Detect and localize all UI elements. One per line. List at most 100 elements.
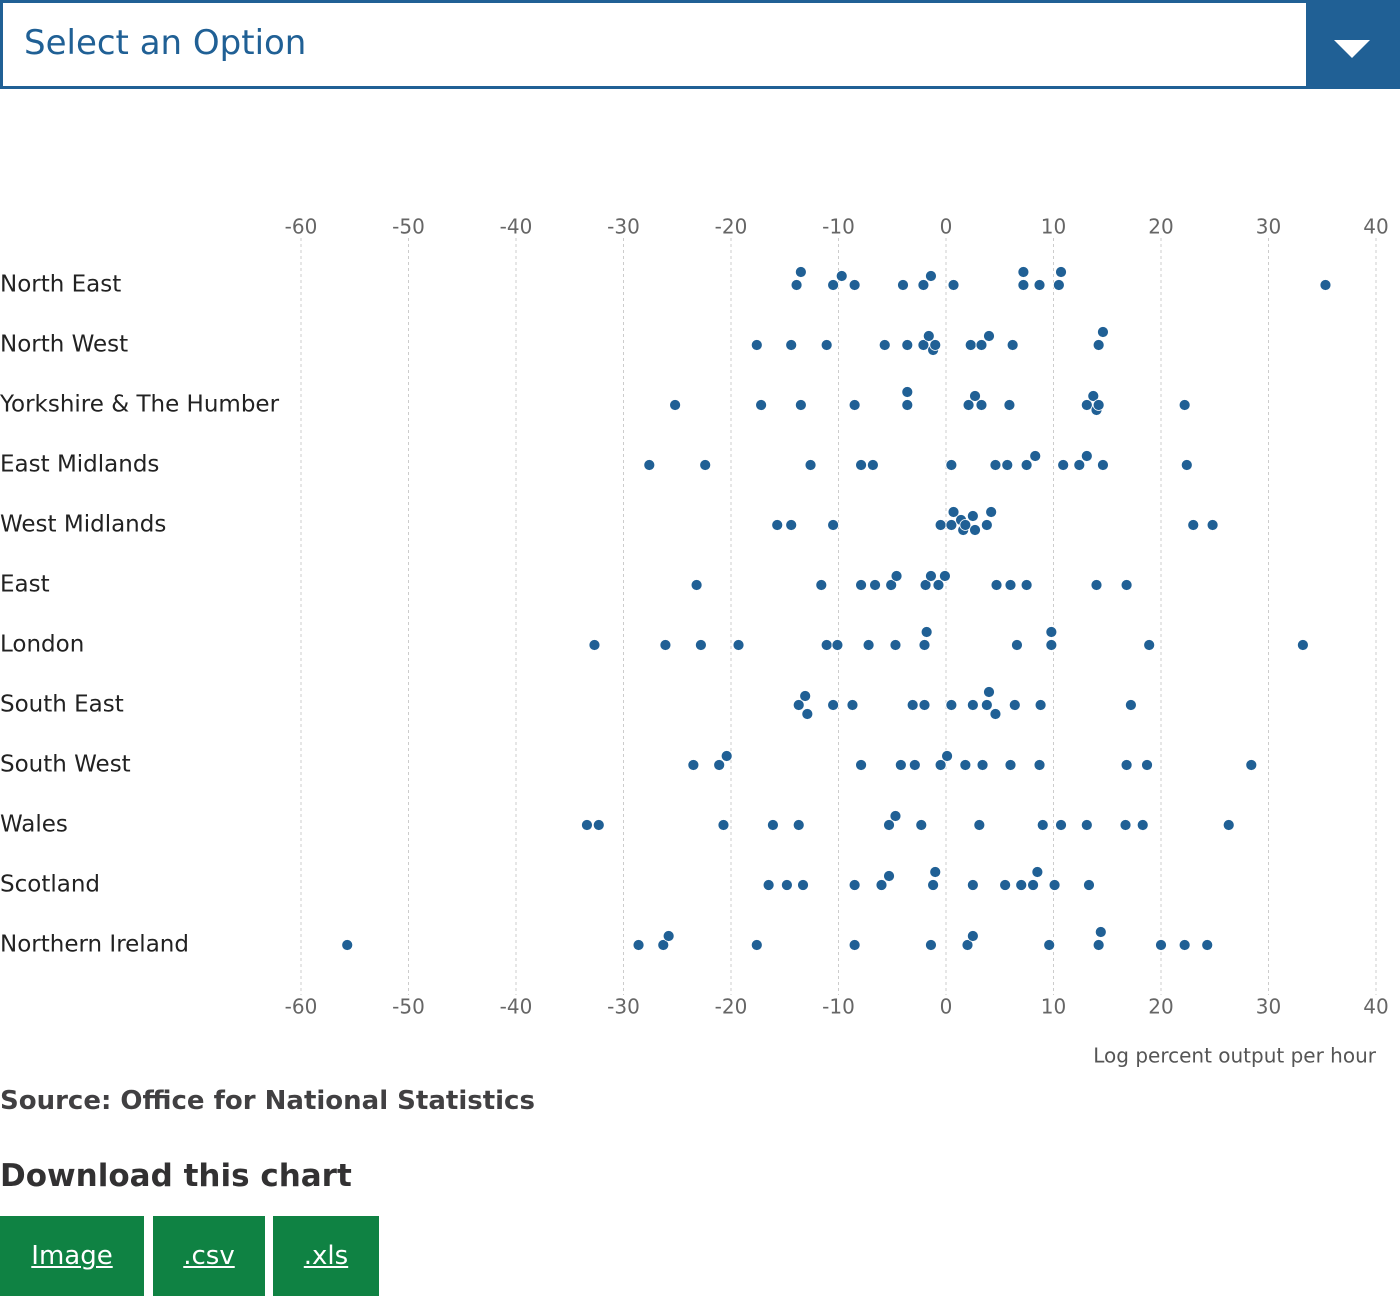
data-point <box>767 819 779 831</box>
x-tick-label: 10 <box>1041 995 1066 1019</box>
data-point <box>848 279 861 291</box>
data-point <box>794 399 807 411</box>
data-point <box>1120 759 1133 771</box>
data-point <box>1178 399 1191 411</box>
x-tick-label: -20 <box>715 995 748 1019</box>
data-point <box>959 519 972 531</box>
x-tick-label: 40 <box>1363 215 1388 239</box>
data-point <box>1222 819 1235 831</box>
data-point <box>1033 759 1046 771</box>
data-point <box>973 819 986 831</box>
data-point <box>1092 399 1105 411</box>
data-point <box>855 579 867 591</box>
data-point <box>755 399 767 411</box>
x-tick-label: -10 <box>822 215 855 239</box>
x-tick-label: -30 <box>607 215 640 239</box>
data-point <box>1080 450 1093 462</box>
data-point <box>945 459 958 471</box>
data-point <box>695 639 707 651</box>
chart: Log percent output per hour -60 -60 -50 -50… <box>0 215 1389 1068</box>
data-point <box>1031 866 1044 878</box>
data-point <box>1033 279 1046 291</box>
data-point <box>1083 879 1095 891</box>
data-point <box>855 459 867 471</box>
data-point <box>890 570 903 582</box>
data-point <box>1097 459 1109 471</box>
data-point <box>1180 459 1193 471</box>
data-point <box>1020 579 1033 591</box>
data-point <box>976 759 989 771</box>
data-point <box>750 939 763 951</box>
data-point <box>925 939 937 951</box>
data-point <box>969 524 981 536</box>
data-point <box>929 339 942 351</box>
data-point <box>867 459 879 471</box>
x-tick-label: 30 <box>1256 215 1281 239</box>
data-point <box>687 759 700 771</box>
data-point <box>848 399 861 411</box>
data-point <box>989 708 1002 720</box>
arrow-icon <box>1334 40 1370 58</box>
x-tick-label: -60 <box>285 995 318 1019</box>
data-point <box>862 639 875 651</box>
data-point <box>1143 639 1156 651</box>
data-point <box>1034 699 1047 711</box>
data-point <box>1020 459 1033 471</box>
y-tick-label: East Midlands <box>0 452 159 478</box>
data-point <box>947 279 960 291</box>
data-point <box>669 399 681 411</box>
data-point <box>848 939 861 951</box>
download-button[interactable]: Image <box>0 1216 144 1296</box>
data-point <box>1003 399 1016 411</box>
data-point <box>932 579 945 591</box>
select-dropdown[interactable]: Select an Option <box>0 0 1400 89</box>
data-point <box>947 506 960 518</box>
data-point <box>985 506 998 518</box>
x-tick-label: 40 <box>1363 995 1388 1019</box>
data-point <box>657 939 670 951</box>
data-point <box>917 339 930 351</box>
data-point <box>1125 699 1137 711</box>
data-point <box>1094 926 1107 938</box>
download-button[interactable]: .xls <box>273 1216 379 1296</box>
x-tick-label: 0 <box>940 215 953 239</box>
data-point <box>883 870 895 882</box>
data-point <box>835 270 848 282</box>
data-point <box>901 386 914 398</box>
data-point <box>915 819 928 831</box>
x-tick-label: -10 <box>822 995 855 1019</box>
data-point <box>1052 279 1065 291</box>
data-point <box>827 519 840 531</box>
data-point <box>918 699 931 711</box>
data-point <box>885 579 898 591</box>
dropdown-arrow[interactable] <box>1306 3 1397 86</box>
data-point <box>894 759 907 771</box>
data-point <box>1120 579 1133 591</box>
data-point <box>1036 819 1049 831</box>
select-label: Select an Option <box>24 23 307 63</box>
data-point <box>827 279 840 291</box>
data-point <box>869 579 881 591</box>
data-point <box>794 266 807 278</box>
data-point <box>990 579 1003 591</box>
y-tick-label: West Midlands <box>0 512 166 538</box>
data-point <box>939 570 951 582</box>
data-point <box>1092 339 1105 351</box>
data-point <box>934 519 947 531</box>
data-point <box>1055 819 1067 831</box>
data-point <box>592 819 605 831</box>
data-point <box>908 759 921 771</box>
data-point <box>1319 279 1332 291</box>
download-title: Download this chart <box>0 1158 352 1194</box>
data-point <box>771 519 784 531</box>
data-point <box>1080 819 1093 831</box>
data-point <box>790 279 803 291</box>
data-point <box>878 339 891 351</box>
x-tick-label: 10 <box>1041 215 1066 239</box>
data-point <box>1073 459 1086 471</box>
download-button[interactable]: .csv <box>153 1216 265 1296</box>
data-point <box>785 519 798 531</box>
x-tick-label: 20 <box>1148 995 1173 1019</box>
data-point <box>1027 879 1039 891</box>
